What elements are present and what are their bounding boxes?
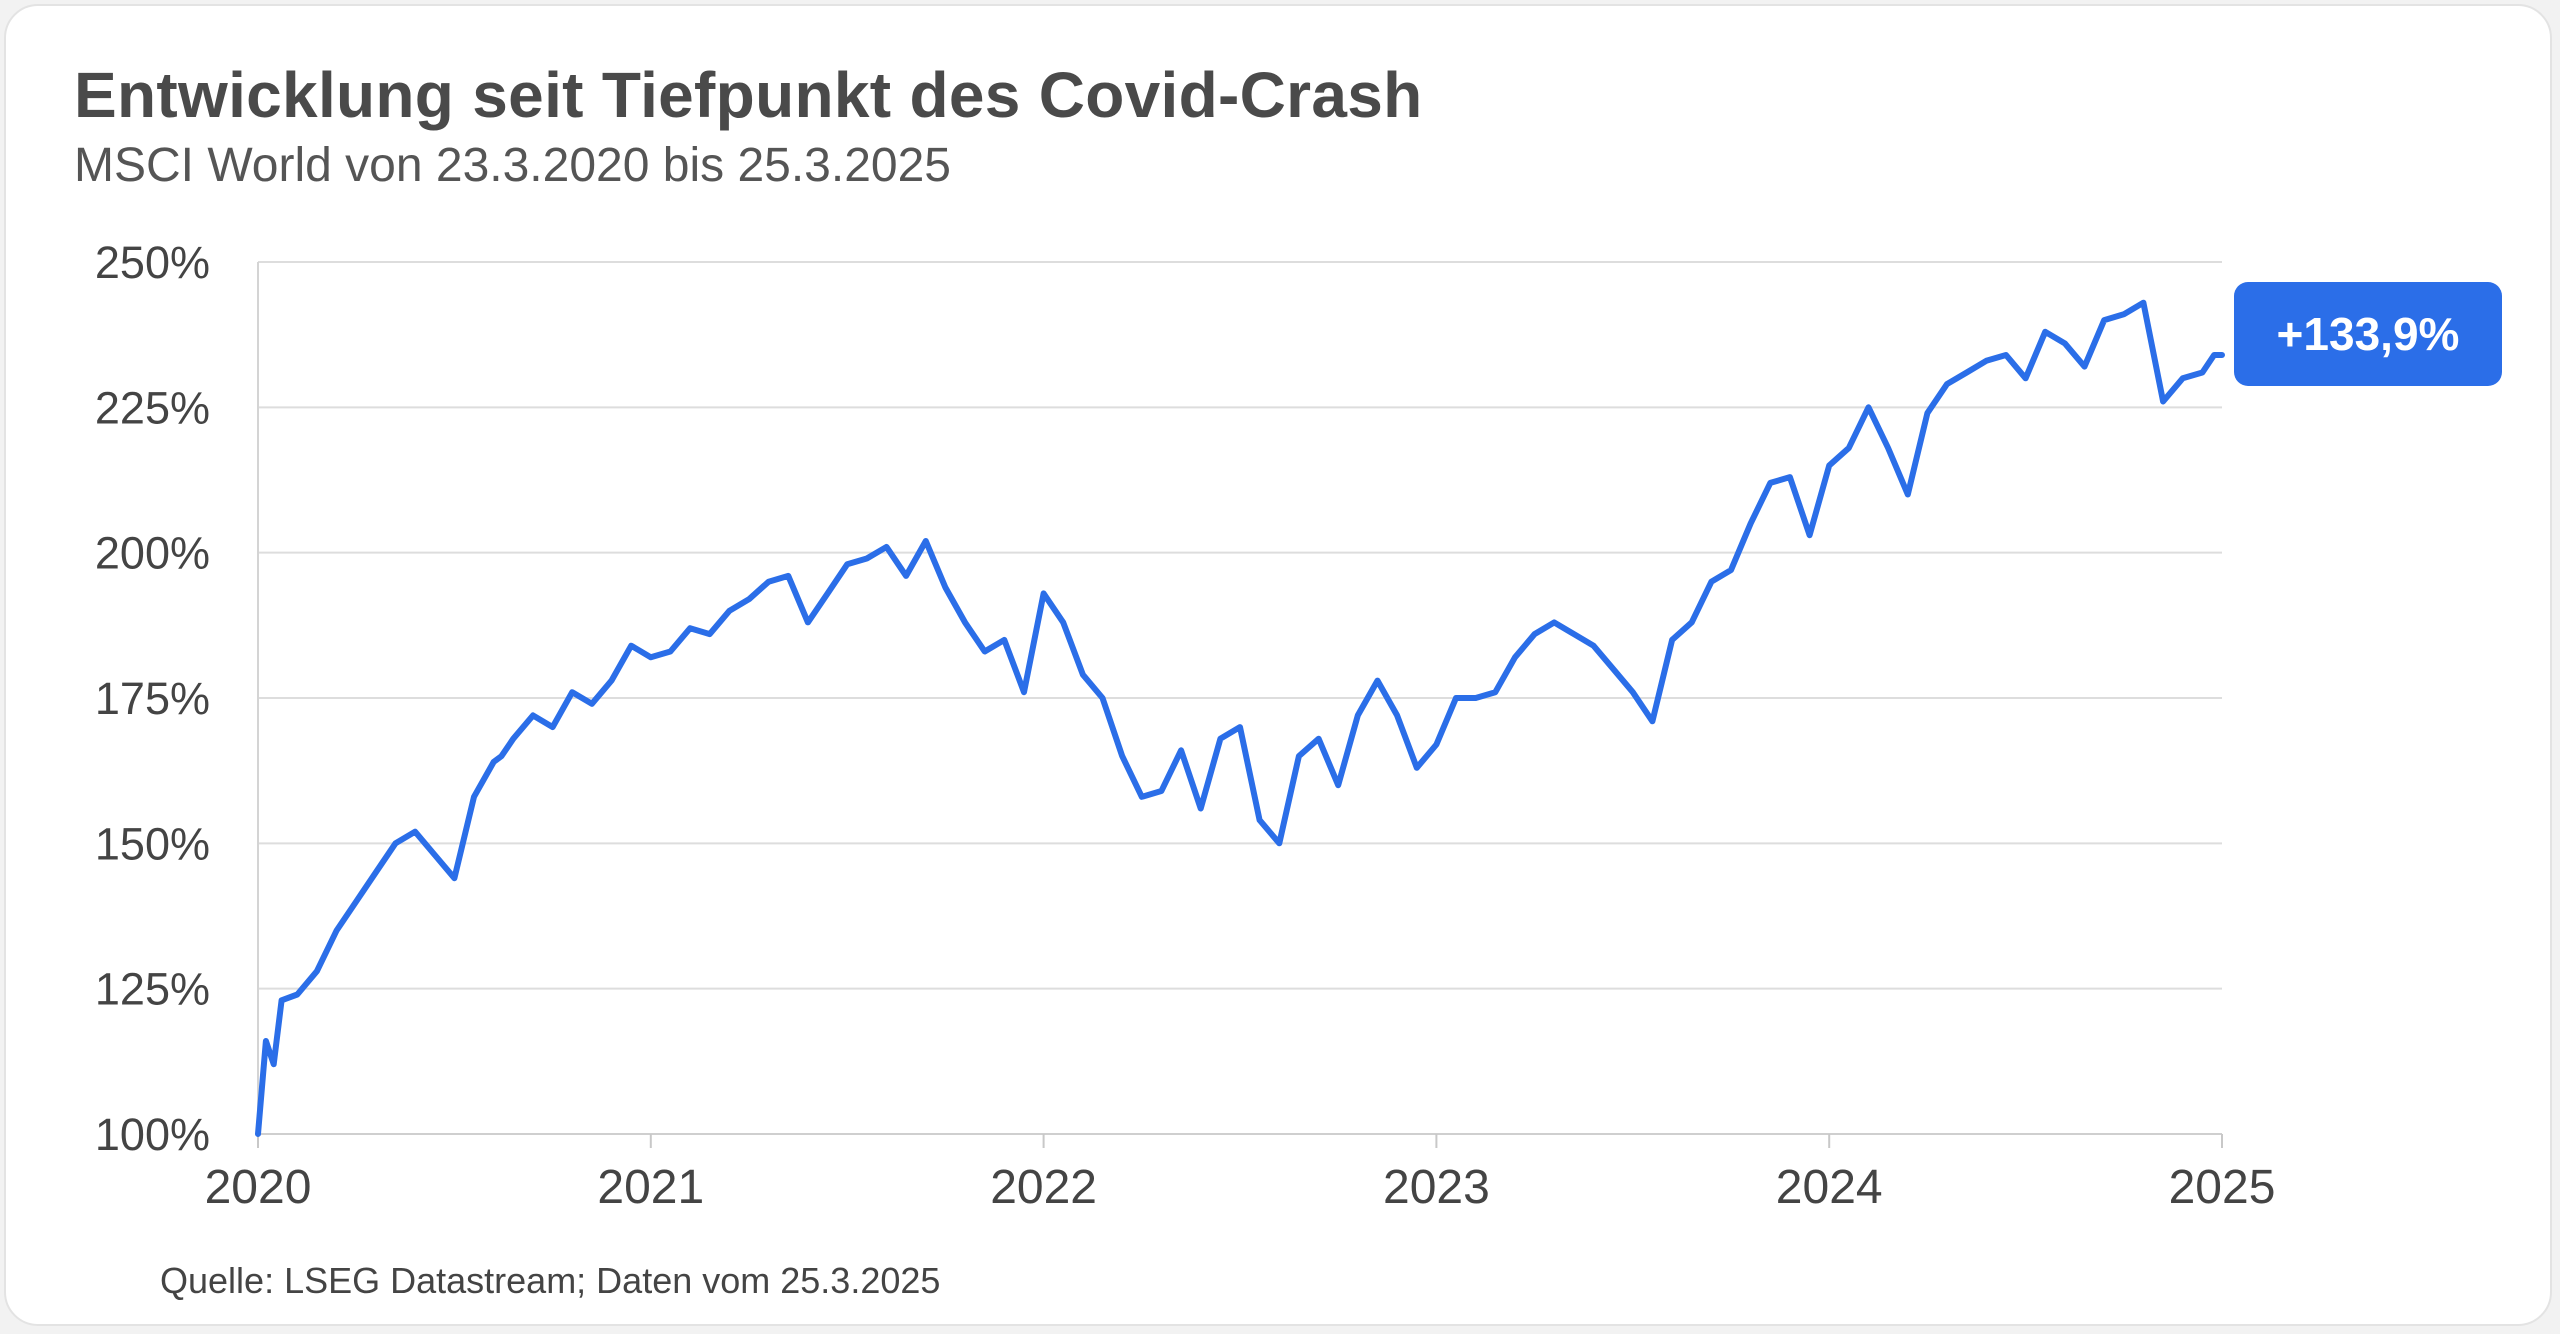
callout-layer: +133,9% — [2234, 282, 2502, 386]
chart-subtitle: MSCI World von 23.3.2020 bis 25.3.2025 — [74, 139, 951, 192]
y-tick-label: 150% — [95, 818, 210, 869]
change-callout-badge — [2234, 282, 2502, 386]
series-line — [255, 299, 2225, 1137]
x-tick-label: 2023 — [1383, 1161, 1490, 1214]
x-tick-label: 2025 — [2169, 1161, 2276, 1214]
change-callout-label: +133,9% — [2277, 308, 2460, 360]
grid-lines — [258, 261, 2222, 1135]
y-tick-label: 225% — [95, 382, 210, 433]
x-tick-label: 2024 — [1776, 1161, 1883, 1214]
tick-labels: 100% 125% 150% 175% 200% 225% 250% 2020 2021 2022… — [95, 237, 2275, 1214]
chart-title: Entwicklung seit Tiefpunkt des Covid-Cra… — [74, 59, 1423, 131]
x-tick-label: 2021 — [597, 1161, 704, 1214]
x-tick-label: 2020 — [205, 1161, 312, 1214]
series-layer — [255, 299, 2225, 1137]
y-tick-label: 200% — [95, 528, 210, 579]
axes — [257, 262, 2223, 1148]
chart-card: Entwicklung seit Tiefpunkt des Covid-Cra… — [4, 4, 2552, 1326]
x-tick-label: 2022 — [990, 1161, 1097, 1214]
y-tick-label: 100% — [95, 1109, 210, 1160]
y-tick-label: 250% — [95, 237, 210, 288]
y-tick-label: 125% — [95, 964, 210, 1015]
y-tick-label: 175% — [95, 673, 210, 724]
chart-source-note: Quelle: LSEG Datastream; Daten vom 25.3.… — [160, 1260, 941, 1301]
